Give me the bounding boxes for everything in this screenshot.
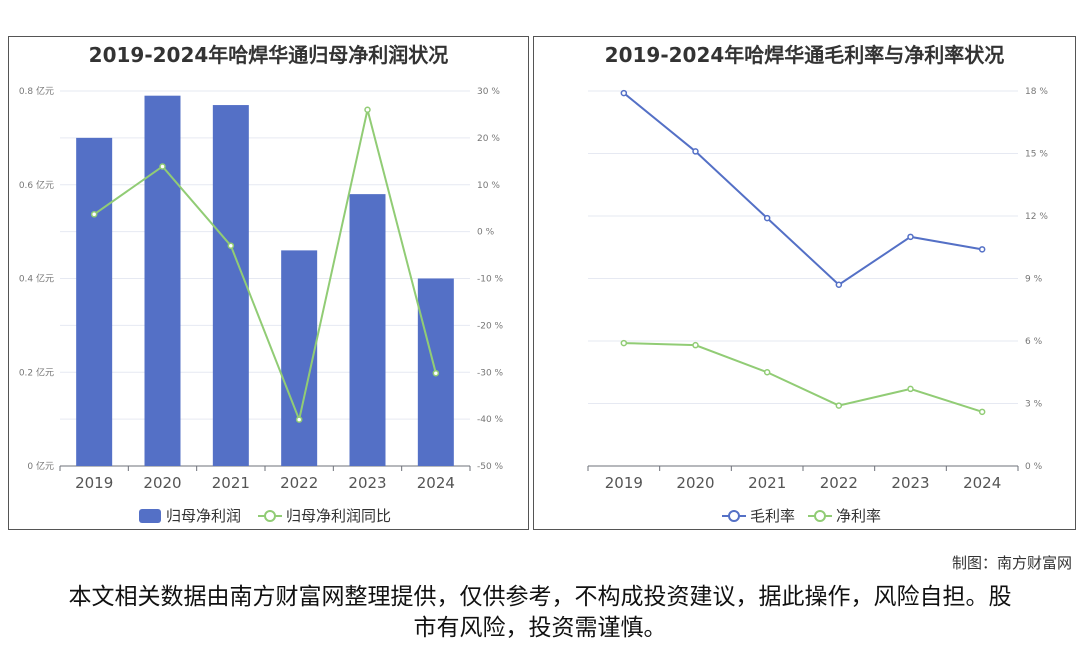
y-left-tick-label: 0.6 亿元 [19, 179, 54, 191]
point-2019 [90, 211, 98, 218]
y-right-tick-label: 10 % [477, 181, 500, 191]
legend-line-marker [728, 510, 740, 522]
legend-label: 净利率 [836, 507, 881, 525]
point-2022 [835, 402, 843, 409]
point-2019 [620, 339, 628, 347]
line-series-1 [623, 342, 983, 413]
line-series-yoy [93, 109, 437, 424]
point-2024 [978, 246, 986, 253]
x-tick-label: 2023 [348, 474, 386, 492]
y-tick-label: 0 % [1025, 462, 1043, 472]
credit-text: 制图：南方财富网 [951, 554, 1072, 572]
point-2024 [978, 408, 986, 416]
y-left-tick-label: 0 亿元 [27, 460, 54, 472]
point-2019 [620, 89, 628, 97]
x-tick-label: 2019 [75, 474, 113, 492]
y-tick-label: 18 % [1025, 87, 1048, 97]
x-tick-label: 2022 [280, 474, 318, 492]
legend-line-marker [264, 510, 276, 522]
point-2022 [295, 416, 303, 423]
y-right-tick-label: 0 % [477, 228, 495, 238]
y-left-tick-label: 0.8 亿元 [19, 85, 54, 97]
y-tick-label: 3 % [1025, 400, 1043, 410]
y-right-tick-label: -30 % [477, 368, 504, 378]
net-profit-chart-panel: 2019-2024年哈焊华通归母净利润状况 [8, 36, 529, 530]
disclaimer-text: 本文相关数据由南方财富网整理提供，仅供参考，不构成投资建议，据此操作，风险自担。… [68, 584, 1012, 641]
x-tick-label: 2020 [143, 474, 181, 492]
x-tick-label: 2019 [605, 474, 643, 492]
legend-label: 归母净利润同比 [286, 507, 391, 525]
legend-line-marker [814, 510, 826, 522]
legend-label: 毛利率 [750, 507, 795, 525]
x-tick-label: 2024 [417, 474, 455, 492]
chart-title: 2019-2024年哈焊华通归母净利润状况 [88, 43, 449, 67]
y-tick-label: 9 % [1025, 275, 1043, 285]
x-tick-label: 2020 [676, 474, 714, 492]
legend-label: 归母净利润 [166, 507, 241, 525]
y-tick-label: 15 % [1025, 150, 1048, 160]
x-tick-label: 2021 [748, 474, 786, 492]
x-tick-label: 2021 [212, 474, 250, 492]
legend-bar-swatch [139, 509, 161, 523]
y-tick-label: 12 % [1025, 212, 1048, 222]
bar-2020 [144, 95, 181, 466]
y-right-tick-label: -10 % [477, 275, 504, 285]
point-2023 [364, 106, 371, 113]
y-right-tick-label: -40 % [477, 415, 504, 425]
y-right-tick-label: 30 % [477, 87, 500, 97]
bar-2019 [76, 137, 113, 466]
margin-chart-panel: 2019-2024年哈焊华通毛利率与净利率状况 [533, 36, 1076, 530]
y-right-tick-label: -20 % [477, 321, 504, 331]
bar-2023 [349, 194, 386, 466]
x-tick-label: 2024 [963, 474, 1001, 492]
chart-title: 2019-2024年哈焊华通毛利率与净利率状况 [604, 43, 1005, 67]
y-left-tick-label: 0.2 亿元 [19, 366, 54, 378]
y-tick-label: 6 % [1025, 337, 1043, 347]
point-2021 [227, 242, 235, 249]
point-2020 [692, 148, 699, 155]
point-2022 [835, 281, 843, 288]
point-2023 [907, 233, 914, 241]
point-2024 [432, 369, 440, 377]
line-series-0 [623, 92, 983, 287]
point-2021 [763, 214, 771, 222]
x-tick-label: 2022 [820, 474, 858, 492]
x-tick-label: 2023 [891, 474, 929, 492]
y-right-tick-label: 20 % [477, 134, 500, 144]
y-left-tick-label: 0.4 亿元 [19, 273, 54, 285]
point-2021 [763, 369, 771, 376]
point-2020 [692, 341, 699, 349]
bar-2022 [281, 250, 318, 466]
point-2020 [159, 163, 166, 170]
point-2023 [907, 385, 914, 393]
y-right-tick-label: -50 % [477, 462, 504, 472]
bar-2021 [212, 105, 249, 466]
